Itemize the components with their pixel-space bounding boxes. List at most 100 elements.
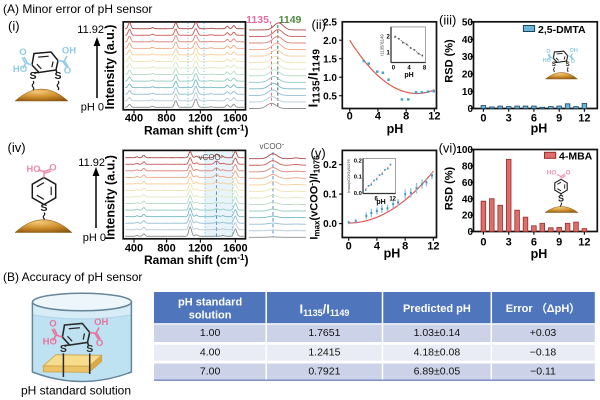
svg-text:(v): (v) xyxy=(311,146,326,161)
svg-text:O: O xyxy=(571,59,576,65)
svg-text:1.03±0.14: 1.03±0.14 xyxy=(414,327,461,339)
svg-text:0: 0 xyxy=(480,113,486,125)
svg-text:12: 12 xyxy=(578,113,590,125)
svg-text:1200: 1200 xyxy=(188,243,212,255)
svg-text:vCOO-: vCOO- xyxy=(260,140,285,152)
svg-text:2: 2 xyxy=(386,35,390,41)
svg-text:1.5: 1.5 xyxy=(323,54,337,65)
svg-text:(B) Accuracy of pH sensor: (B) Accuracy of pH sensor xyxy=(3,270,142,284)
svg-text:4: 4 xyxy=(407,66,411,72)
svg-text:pH 0: pH 0 xyxy=(81,102,104,114)
svg-text:pH: pH xyxy=(387,122,404,136)
svg-text:800: 800 xyxy=(157,113,175,125)
svg-text:4-MBA: 4-MBA xyxy=(559,151,593,163)
svg-text:−0.11: −0.11 xyxy=(530,366,556,378)
svg-text:1600: 1600 xyxy=(223,113,247,125)
svg-text:4.00: 4.00 xyxy=(200,347,221,359)
svg-text:0.1: 0.1 xyxy=(323,190,337,201)
svg-text:pH: pH xyxy=(531,247,548,261)
svg-text:O: O xyxy=(49,319,56,330)
svg-text:1.7651: 1.7651 xyxy=(308,327,340,339)
svg-text:1149: 1149 xyxy=(279,14,302,26)
svg-text:9: 9 xyxy=(556,113,562,125)
svg-text:Imax(vCOO)/I1076: Imax(vCOO)/I1076 xyxy=(346,158,351,192)
svg-text:0.2: 0.2 xyxy=(323,160,337,171)
svg-text:2.0: 2.0 xyxy=(323,36,337,47)
svg-text:3: 3 xyxy=(506,237,512,249)
svg-text:1: 1 xyxy=(386,50,390,56)
svg-text:8: 8 xyxy=(403,111,409,123)
svg-text:1135,: 1135, xyxy=(246,14,272,26)
svg-text:OH: OH xyxy=(62,46,76,57)
svg-text:400: 400 xyxy=(125,113,143,125)
svg-text:I1135/I1149: I1135/I1149 xyxy=(379,34,384,56)
svg-text:(iii): (iii) xyxy=(439,13,456,28)
svg-text:2.5: 2.5 xyxy=(323,17,337,28)
svg-text:0.0: 0.0 xyxy=(354,191,362,197)
svg-text:400: 400 xyxy=(125,243,143,255)
svg-text:solution: solution xyxy=(189,310,232,322)
svg-text:O: O xyxy=(546,49,551,55)
svg-text:12: 12 xyxy=(427,241,439,253)
svg-text:HO: HO xyxy=(543,58,552,64)
svg-text:12: 12 xyxy=(428,111,440,123)
svg-text:pH: pH xyxy=(531,122,548,136)
svg-text:6.89±0.05: 6.89±0.05 xyxy=(414,366,461,378)
svg-text:vCOO-: vCOO- xyxy=(199,151,224,163)
svg-text:Intensity (a.u.): Intensity (a.u.) xyxy=(103,25,117,110)
svg-text:4: 4 xyxy=(375,111,382,123)
svg-text:4.18±0.08: 4.18±0.08 xyxy=(414,347,461,359)
svg-text:O: O xyxy=(64,66,71,77)
svg-text:0.7921: 0.7921 xyxy=(308,366,340,378)
svg-text:S: S xyxy=(60,343,67,355)
svg-text:(ii): (ii) xyxy=(312,17,326,32)
svg-text:40: 40 xyxy=(462,194,474,205)
svg-text:10: 10 xyxy=(462,87,474,98)
svg-text:RSD (%): RSD (%) xyxy=(444,39,456,83)
svg-text:30: 30 xyxy=(462,52,474,63)
svg-text:S: S xyxy=(558,194,564,204)
svg-text:pH: pH xyxy=(376,199,385,206)
svg-text:S: S xyxy=(54,70,61,82)
svg-text:12: 12 xyxy=(389,197,396,203)
svg-text:O: O xyxy=(96,338,103,349)
svg-text:+0.03: +0.03 xyxy=(530,327,557,339)
svg-text:2,5-DMTA: 2,5-DMTA xyxy=(538,24,586,36)
svg-text:pH: pH xyxy=(404,72,413,79)
svg-text:0.0: 0.0 xyxy=(323,219,337,230)
svg-text:0: 0 xyxy=(480,237,486,249)
svg-text:pH standard: pH standard xyxy=(178,297,242,309)
svg-text:(A) Minor error of pH sensor: (A) Minor error of pH sensor xyxy=(3,2,152,16)
svg-text:50: 50 xyxy=(462,18,474,29)
svg-text:0.1: 0.1 xyxy=(354,175,363,181)
svg-text:8: 8 xyxy=(423,66,427,72)
svg-text:6: 6 xyxy=(531,237,537,249)
svg-text:Intensity (a.u.): Intensity (a.u.) xyxy=(104,155,118,240)
svg-text:80: 80 xyxy=(462,162,474,173)
svg-text:O: O xyxy=(49,162,56,173)
svg-text:12: 12 xyxy=(578,237,590,249)
svg-text:0.5: 0.5 xyxy=(323,91,337,102)
svg-text:100: 100 xyxy=(456,145,473,156)
svg-text:HO: HO xyxy=(13,64,27,75)
svg-text:0: 0 xyxy=(346,241,352,253)
svg-text:7.00: 7.00 xyxy=(200,366,221,378)
svg-text:0: 0 xyxy=(467,227,473,238)
svg-text:0: 0 xyxy=(392,66,396,72)
svg-text:Imax(vCOO-)/I1076: Imax(vCOO-)/I1076 xyxy=(308,155,322,240)
svg-text:1.2415: 1.2415 xyxy=(308,347,340,359)
svg-text:Raman shift (cm-1): Raman shift (cm-1) xyxy=(144,253,248,267)
svg-text:S: S xyxy=(86,343,93,355)
svg-text:Predicted pH: Predicted pH xyxy=(403,303,471,315)
svg-text:pH standard solution: pH standard solution xyxy=(21,384,131,398)
svg-text:20: 20 xyxy=(462,70,474,81)
svg-text:OH: OH xyxy=(94,317,108,328)
svg-text:9: 9 xyxy=(556,237,562,249)
svg-text:1.0: 1.0 xyxy=(323,73,337,84)
svg-text:O: O xyxy=(565,170,570,177)
svg-text:0.2: 0.2 xyxy=(354,158,362,164)
svg-text:−0.18: −0.18 xyxy=(530,347,557,359)
svg-text:pH 0: pH 0 xyxy=(83,232,106,244)
svg-text:0: 0 xyxy=(467,104,473,115)
svg-text:1.00: 1.00 xyxy=(200,327,221,339)
